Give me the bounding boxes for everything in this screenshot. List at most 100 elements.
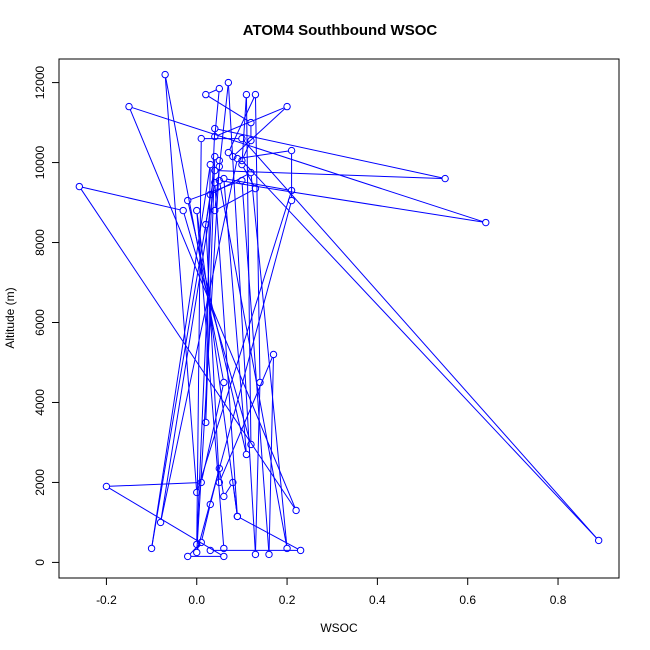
data-point (202, 220, 210, 229)
series-segment (197, 193, 292, 490)
data-point (482, 218, 490, 227)
data-point (220, 378, 228, 387)
data-point (238, 176, 246, 185)
series-segment (240, 150, 289, 159)
x-tick-label: 0.0 (188, 593, 205, 607)
data-point (283, 102, 291, 111)
series-segment (165, 77, 224, 380)
data-point (224, 148, 233, 157)
series-segment (151, 173, 215, 546)
series-segment (160, 185, 215, 520)
series-segment (243, 162, 597, 539)
data-point (202, 90, 210, 99)
data-point (206, 190, 214, 199)
data-point (102, 482, 111, 491)
data-point (125, 102, 133, 111)
data-point (193, 206, 201, 215)
series-segment (205, 227, 220, 480)
data-point (229, 152, 237, 161)
series-segment (205, 197, 211, 222)
data-point (206, 160, 214, 169)
y-tick-label: 6000 (33, 309, 47, 336)
data-point (197, 134, 205, 143)
series-segment (214, 185, 238, 514)
data-point (594, 536, 603, 545)
data-point (215, 176, 224, 185)
data-point (184, 196, 192, 205)
data-point (441, 174, 449, 183)
data-point (251, 90, 260, 99)
series-segment (196, 213, 238, 514)
series-segment (268, 357, 274, 552)
series-segment (80, 188, 295, 509)
series-segment (131, 107, 483, 223)
series-segment (250, 175, 288, 546)
series-segment (217, 107, 285, 136)
series-segment (241, 183, 270, 552)
data-point (247, 440, 255, 449)
data-point (197, 538, 205, 547)
series-segment (217, 128, 443, 179)
data-point (193, 488, 201, 497)
y-tick-label: 0 (33, 559, 47, 566)
data-point (215, 478, 224, 487)
series-segment (196, 131, 216, 542)
data-point (215, 84, 224, 93)
data-point (75, 182, 84, 191)
series-segment (196, 213, 225, 546)
series-segment (222, 180, 483, 223)
x-axis: -0.2 0.0 0.2 0.4 0.6 0.8 (96, 577, 567, 607)
series-segment (241, 97, 247, 162)
data-point (242, 450, 251, 459)
x-tick-label: 0.4 (369, 593, 386, 607)
data-point (220, 552, 228, 561)
series-lines (80, 77, 597, 557)
x-tick-label: 0.8 (550, 593, 567, 607)
data-point (215, 156, 224, 165)
y-tick-label: 8000 (33, 229, 47, 256)
series-segment (219, 183, 287, 546)
series-segment (214, 91, 220, 134)
data-point (156, 518, 165, 527)
series-segment (196, 141, 202, 542)
series-segment (243, 140, 597, 539)
data-point (197, 478, 205, 487)
y-tick-label: 2000 (33, 469, 47, 496)
series-segment (151, 167, 211, 546)
data-point (287, 186, 296, 195)
data-point (215, 464, 224, 473)
x-tick-label: 0.6 (459, 593, 476, 607)
series-segment (190, 181, 240, 200)
y-tick-label: 12000 (33, 66, 47, 100)
series-points (75, 70, 603, 561)
chart-title: ATOM4 Southbound WSOC (243, 22, 438, 39)
data-point (229, 478, 237, 487)
data-point (292, 506, 300, 515)
data-point (238, 156, 246, 165)
series-segment (201, 507, 211, 540)
y-axis: 0 2000 4000 6000 8000 10000 12000 (33, 66, 60, 566)
series-segment (217, 170, 442, 179)
series-segment (201, 385, 224, 480)
data-point (287, 146, 296, 155)
data-point (283, 544, 291, 553)
plot-frame (58, 58, 620, 579)
data-point (211, 166, 219, 175)
series-segment (109, 482, 199, 487)
data-point (211, 132, 219, 141)
data-point (193, 540, 201, 549)
data-point (211, 152, 219, 161)
data-point (296, 546, 305, 555)
data-point (220, 492, 228, 501)
data-point (193, 548, 201, 557)
series-segment (225, 484, 232, 495)
series-segment (205, 159, 216, 420)
data-point (184, 552, 192, 561)
series-segment (220, 357, 273, 480)
series-segment (219, 471, 224, 494)
data-point (211, 124, 219, 133)
series-segment (210, 471, 220, 502)
series-segment (223, 181, 247, 452)
data-point (287, 196, 296, 205)
